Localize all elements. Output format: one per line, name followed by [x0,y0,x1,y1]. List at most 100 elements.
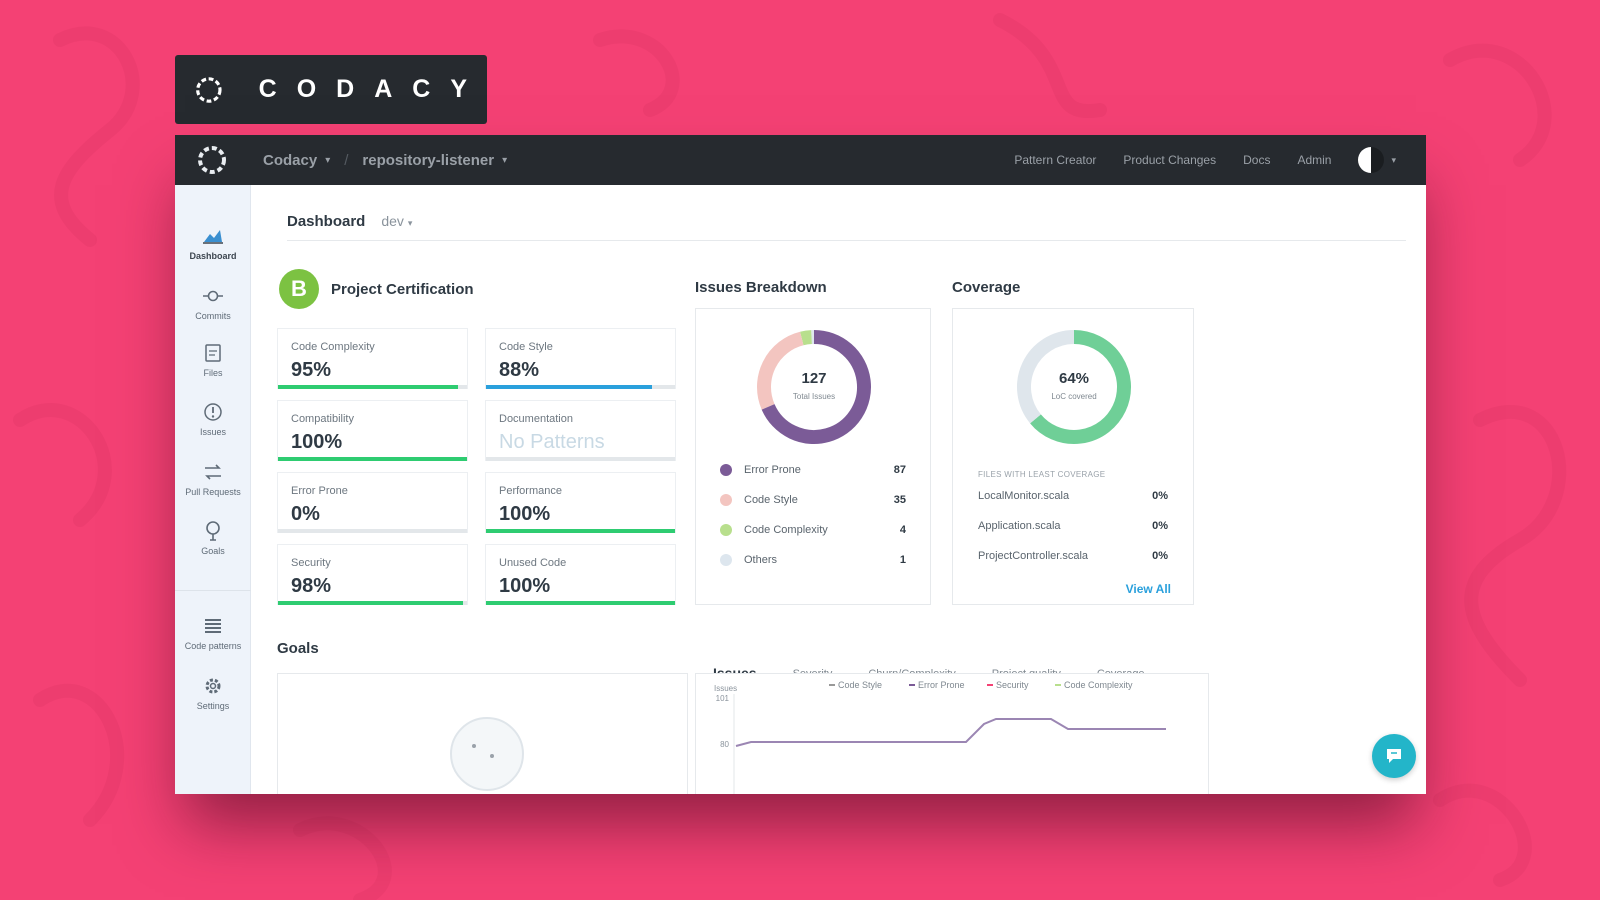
issues-icon [175,401,251,423]
top-navigation-bar: Codacy ▾ / repository-listener ▾ Pattern… [175,135,1426,185]
metric-progress-fill [278,601,464,605]
sidebar-item-code-patterns[interactable]: Code patterns [175,615,251,651]
org-name: Codacy [263,151,318,169]
metric-value: No Patterns [499,431,605,453]
chevron-down-icon: ▾ [325,154,331,166]
main-content: Dashboard dev ▾ B Project Certification … [251,185,1426,794]
metric-value: 0% [291,503,320,525]
metric-code-complexity[interactable]: Code Complexity 95% [277,328,468,389]
chat-support-button[interactable] [1372,734,1416,778]
trend-legend-error-prone: Error Prone [918,680,965,690]
dashboard-icon [175,225,251,247]
app-window: Codacy ▾ / repository-listener ▾ Pattern… [175,135,1426,794]
breadcrumb-separator: / [344,151,349,169]
file-coverage: 0% [1152,490,1168,502]
legend-label: Code Style [744,494,798,506]
page-title: Dashboard [287,213,366,230]
file-name: ProjectController.scala [978,550,1089,562]
issues-total-label: Total Issues [793,392,835,401]
legend-dot [720,494,732,506]
sidebar-item-commits[interactable]: Commits [175,285,251,321]
issues-breakdown-title: Issues Breakdown [695,279,827,296]
legend-item-code-complexity[interactable]: Code Complexity 4 [720,524,906,536]
metric-security[interactable]: Security 98% [277,544,468,605]
legend-item-code-style[interactable]: Code Style 35 [720,494,906,506]
metric-performance[interactable]: Performance 100% [485,472,676,533]
sidebar-item-label: Pull Requests [185,487,241,497]
coverage-percent: 64% [1059,370,1089,387]
trend-legend-security: Security [996,680,1029,690]
metric-label: Error Prone [291,485,348,497]
sidebar-item-issues[interactable]: Issues [175,401,251,437]
metric-compatibility[interactable]: Compatibility 100% [277,400,468,461]
certification-title: Project Certification [331,280,474,298]
sidebar-item-pull-requests[interactable]: Pull Requests [175,461,251,497]
trend-y-label: Issues [714,684,737,693]
metric-value: 88% [499,359,540,381]
metric-code-style[interactable]: Code Style 88% [485,328,676,389]
metric-unused-code[interactable]: Unused Code 100% [485,544,676,605]
files-icon [175,342,251,364]
metric-progress-fill [278,385,458,389]
metric-label: Security [291,557,331,569]
goals-illustration [450,717,524,791]
legend-item-error-prone[interactable]: Error Prone 87 [720,464,906,476]
sidebar-item-label: Code patterns [184,641,242,651]
branch-selector[interactable]: dev ▾ [381,213,412,229]
metric-label: Code Style [499,341,553,353]
metric-error-prone[interactable]: Error Prone 0% [277,472,468,533]
chevron-down-icon: ▾ [407,218,413,228]
metric-label: Compatibility [291,413,354,425]
nav-docs[interactable]: Docs [1243,153,1271,167]
trend-y-tick: 80 [720,740,729,749]
donut-uncovered-arc [1017,330,1075,424]
trend-legend-code-style: Code Style [838,680,882,690]
nav-admin[interactable]: Admin [1297,153,1332,167]
metric-label: Unused Code [499,557,567,569]
sidebar-item-label: Dashboard [189,251,237,261]
coverage-file-row[interactable]: LocalMonitor.scala 0% [978,490,1168,502]
metric-documentation[interactable]: Documentation No Patterns [485,400,676,461]
legend-count: 35 [893,494,906,506]
legend-item-others[interactable]: Others 1 [720,554,906,566]
sidebar-item-settings[interactable]: Settings [175,675,251,711]
user-avatar[interactable] [1358,147,1385,173]
org-selector[interactable]: Codacy ▾ [263,152,330,169]
legend-count: 87 [893,464,906,476]
donut-covered-arc [1030,330,1131,444]
codacy-home-icon[interactable] [175,144,249,176]
pull-requests-icon [175,461,251,483]
coverage-file-row[interactable]: Application.scala 0% [978,520,1168,532]
legend-label: Others [744,554,778,566]
metric-value: 95% [291,359,332,381]
metric-progress-fill [486,601,675,605]
page-header: Dashboard dev ▾ [287,213,1406,241]
branch-name: dev [381,213,404,229]
sidebar-item-files[interactable]: Files [175,342,251,378]
metric-value: 100% [499,503,551,525]
gear-icon [175,675,251,697]
chevron-down-icon[interactable]: ▾ [1391,154,1396,165]
metric-progress-bar [486,385,675,389]
coverage-file-row[interactable]: ProjectController.scala 0% [978,550,1168,562]
view-all-link[interactable]: View All [1125,582,1171,596]
metric-progress-bar [486,457,675,461]
grade-badge: B [279,269,319,309]
repo-selector[interactable]: repository-listener ▾ [362,152,507,169]
trend-chart-card: Issues 101 80 Code Style Error Prone Sec… [695,673,1209,794]
sidebar-item-label: Settings [196,701,230,711]
nav-pattern-creator[interactable]: Pattern Creator [1014,153,1097,167]
metric-progress-bar [278,529,467,533]
metric-progress-bar [278,601,467,605]
legend-dot [720,524,732,536]
sidebar-item-goals[interactable]: Goals [175,520,251,556]
coverage-donut-chart: 64% LoC covered [1017,330,1131,444]
metric-label: Performance [499,485,562,497]
sidebar-item-dashboard[interactable]: Dashboard [175,225,251,261]
metric-progress-bar [278,457,467,461]
sidebar-item-label: Issues [199,427,226,437]
issues-trend-chart: Issues 101 80 Code Style Error Prone Sec… [714,680,1166,794]
legend-dot [720,554,732,566]
nav-product-changes[interactable]: Product Changes [1123,153,1217,167]
file-name: Application.scala [978,520,1061,532]
